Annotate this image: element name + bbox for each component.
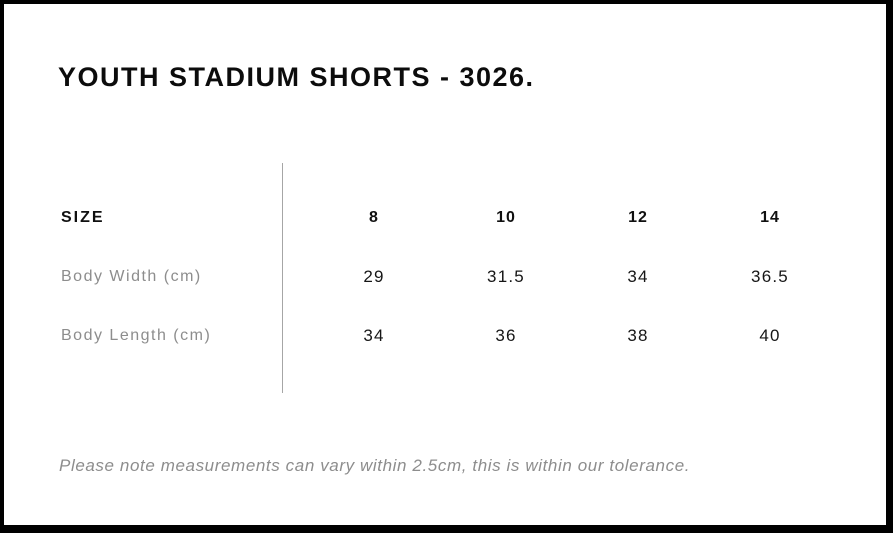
- table-row-body-length: Body Length (cm) 34 36 38 40: [4, 306, 886, 365]
- size-column-header: SIZE: [61, 208, 105, 226]
- tolerance-note: Please note measurements can vary within…: [59, 456, 691, 475]
- size-header-10: 10: [496, 208, 516, 226]
- body-width-size-12: 34: [627, 266, 649, 286]
- body-length-size-10: 36: [495, 325, 517, 345]
- size-chart-table: SIZE 8 10 12 14 Body Width (cm) 29 31.5 …: [4, 188, 886, 365]
- size-chart-panel: YOUTH STADIUM SHORTS - 3026. SIZE 8 10 1…: [4, 4, 886, 525]
- size-header-12: 12: [628, 208, 648, 226]
- body-width-size-10: 31.5: [487, 266, 525, 286]
- size-header-8: 8: [369, 208, 379, 226]
- table-header-row: SIZE 8 10 12 14: [4, 188, 886, 247]
- body-length-size-12: 38: [627, 325, 649, 345]
- table-column-divider: [282, 163, 283, 393]
- body-length-size-14: 40: [759, 325, 781, 345]
- body-length-size-8: 34: [363, 325, 385, 345]
- table-row-body-width: Body Width (cm) 29 31.5 34 36.5: [4, 247, 886, 306]
- page-title: YOUTH STADIUM SHORTS - 3026.: [58, 62, 535, 92]
- size-header-14: 14: [760, 208, 780, 226]
- body-width-size-8: 29: [363, 266, 385, 286]
- row-label-body-length: Body Length (cm): [61, 326, 212, 344]
- row-label-body-width: Body Width (cm): [61, 267, 202, 285]
- body-width-size-14: 36.5: [751, 266, 789, 286]
